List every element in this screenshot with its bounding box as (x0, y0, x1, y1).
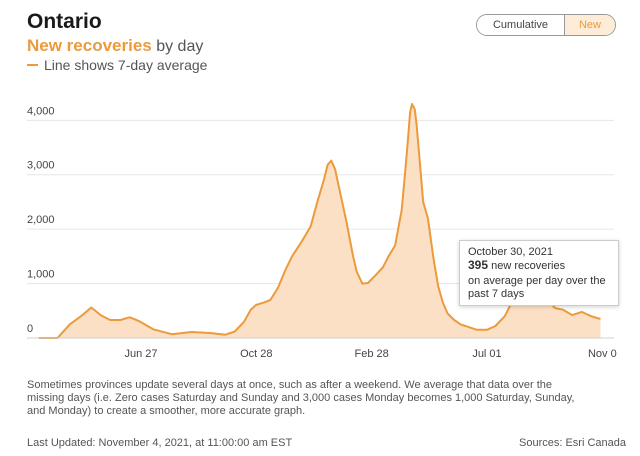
page-title: Ontario (27, 10, 102, 33)
tooltip-date: October 30, 2021 (468, 246, 554, 258)
y-tick-label: 0 (27, 323, 33, 335)
hover-tooltip: October 30, 2021 395 new recoveries on a… (459, 240, 619, 306)
x-axis-ticks: Jun 27 Oct 28 Feb 28 Jul 01 Nov 0 (124, 348, 616, 360)
tooltip-value: 395 (468, 258, 489, 272)
series-line (38, 103, 601, 339)
new-toggle-button[interactable]: New (564, 15, 615, 35)
series-area-fill (38, 104, 601, 338)
footnote: Sometimes provinces update several days … (27, 379, 575, 417)
chart-subtitle: New recoveries by day (27, 36, 203, 56)
y-tick-label: 2,000 (27, 214, 55, 226)
x-tick-label: Jul 01 (472, 348, 501, 360)
x-tick-label: Nov 0 (588, 348, 617, 360)
last-updated: Last Updated: November 4, 2021, at 11:00… (27, 437, 293, 449)
metric-suffix: by day (156, 38, 204, 55)
tooltip-line-3: past 7 days (468, 288, 525, 300)
recoveries-chart: 0 1,000 2,000 3,000 4,000 Jun 27 Oct 28 Feb 28… (27, 103, 617, 360)
view-toggle: Cumulative New (476, 14, 616, 36)
legend-note: Line shows 7-day average (27, 57, 207, 73)
sources-credit: Sources: Esri Canada (519, 437, 626, 449)
x-tick-label: Jun 27 (124, 348, 157, 360)
tooltip-value-suffix: new recoveries (491, 260, 566, 272)
tooltip-line-2: on average per day over the (468, 275, 606, 287)
legend-line-swatch (27, 64, 38, 66)
metric-name: New recoveries (27, 36, 152, 55)
y-tick-label: 4,000 (27, 105, 55, 117)
cumulative-toggle-button[interactable]: Cumulative (477, 15, 564, 35)
x-tick-label: Oct 28 (240, 348, 272, 360)
y-axis-ticks: 0 1,000 2,000 3,000 4,000 (27, 105, 55, 335)
y-tick-label: 1,000 (27, 269, 55, 281)
y-tick-label: 3,000 (27, 160, 55, 172)
x-tick-label: Feb 28 (355, 348, 389, 360)
legend-note-text: Line shows 7-day average (44, 57, 208, 73)
